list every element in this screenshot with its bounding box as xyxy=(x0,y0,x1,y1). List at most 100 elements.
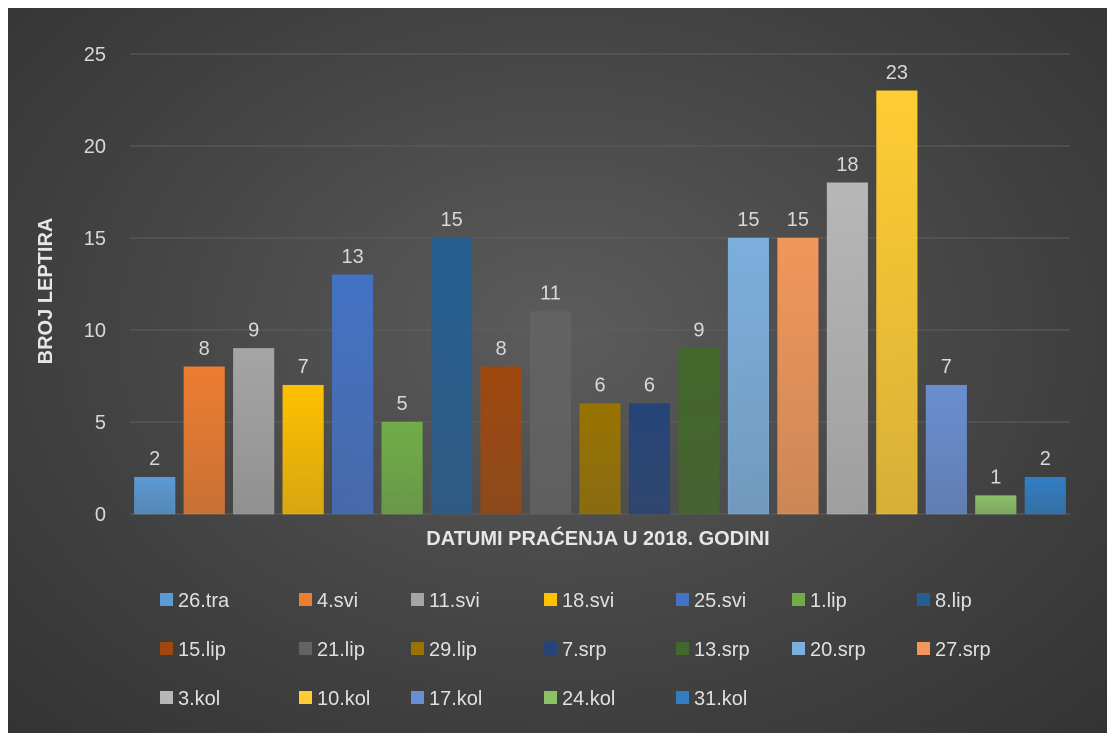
legend-label: 27.srp xyxy=(935,639,991,661)
legend-item: 26.tra xyxy=(160,590,230,612)
legend-label: 18.svi xyxy=(562,590,614,612)
data-label: 13 xyxy=(342,246,364,268)
legend-item: 3.kol xyxy=(160,688,220,710)
bar-29.lip xyxy=(579,403,621,515)
legend-swatch xyxy=(411,691,424,704)
legend-label: 10.kol xyxy=(317,688,370,710)
bar-1.lip xyxy=(381,421,423,515)
legend: 26.tra 4.svi 11.svi 18.svi 25.svi 1.lip 8.lip 1… xyxy=(160,590,991,710)
chart-frame: 0 5 10 15 20 25 2 8 9 7 13 5 15 8 11 6 6 9 15 15 18 23 7 1 2 BR… xyxy=(8,8,1107,733)
legend-item: 1.lip xyxy=(792,590,847,612)
data-label: 18 xyxy=(836,154,858,176)
legend-label: 11.svi xyxy=(429,590,480,612)
bar-4.svi xyxy=(183,366,225,515)
y-axis-ticks: 0 5 10 15 20 25 xyxy=(84,44,106,526)
x-axis-title: DATUMI PRAĆENJA U 2018. GODINI xyxy=(426,526,769,550)
data-label: 5 xyxy=(397,393,408,415)
bar-chart: 0 5 10 15 20 25 2 8 9 7 13 5 15 8 11 6 6 9 15 15 18 23 7 1 2 BR… xyxy=(35,44,1070,710)
legend-label: 15.lip xyxy=(178,639,226,661)
legend-item: 18.svi xyxy=(544,590,614,612)
data-labels: 2 8 9 7 13 5 15 8 11 6 6 9 15 15 18 23 7 1 2 xyxy=(149,62,1051,489)
data-label: 7 xyxy=(298,356,309,378)
legend-label: 26.tra xyxy=(178,590,230,612)
bar-26.tra xyxy=(134,476,176,515)
bar-7.srp xyxy=(628,403,671,515)
bar-11.svi xyxy=(233,348,275,515)
y-tick-label: 10 xyxy=(84,320,106,342)
legend-swatch xyxy=(544,691,557,704)
legend-swatch xyxy=(676,593,689,606)
bar-13.srp xyxy=(678,348,720,515)
legend-item: 11.svi xyxy=(411,590,480,612)
legend-swatch xyxy=(160,691,173,704)
legend-swatch xyxy=(544,593,557,606)
bar-21.lip xyxy=(529,311,572,515)
legend-swatch xyxy=(411,642,424,655)
data-label: 1 xyxy=(990,467,1001,489)
legend-label: 1.lip xyxy=(810,590,847,612)
legend-item: 24.kol xyxy=(544,688,615,710)
data-label: 9 xyxy=(248,319,259,341)
legend-item: 10.kol xyxy=(299,688,370,710)
bar-27.srp xyxy=(777,237,819,515)
bar-3.kol xyxy=(826,182,868,515)
legend-swatch xyxy=(544,642,557,655)
y-axis-title: BROJ LEPTIRA xyxy=(35,218,57,365)
legend-label: 24.kol xyxy=(562,688,615,710)
legend-item: 17.kol xyxy=(411,688,482,710)
data-label: 6 xyxy=(644,375,655,397)
data-label: 6 xyxy=(594,375,605,397)
legend-item: 8.lip xyxy=(917,590,972,612)
bar-17.kol xyxy=(925,384,967,515)
data-label: 11 xyxy=(540,283,561,305)
legend-swatch xyxy=(299,691,312,704)
bar-15.lip xyxy=(480,366,522,515)
legend-swatch xyxy=(676,642,689,655)
legend-item: 15.lip xyxy=(160,639,226,661)
legend-swatch xyxy=(160,642,173,655)
data-label: 7 xyxy=(941,356,952,378)
legend-label: 29.lip xyxy=(429,639,477,661)
legend-item: 25.svi xyxy=(676,590,746,612)
data-label: 8 xyxy=(495,338,506,360)
legend-item: 27.srp xyxy=(917,639,991,661)
data-label: 15 xyxy=(440,209,462,231)
legend-item: 21.lip xyxy=(299,639,365,661)
legend-swatch xyxy=(160,593,173,606)
legend-item: 4.svi xyxy=(299,590,358,612)
bar-18.svi xyxy=(282,384,324,515)
y-tick-label: 25 xyxy=(84,44,106,66)
legend-label: 20.srp xyxy=(810,639,866,661)
legend-label: 17.kol xyxy=(429,688,482,710)
data-label: 2 xyxy=(149,448,160,470)
legend-swatch xyxy=(299,642,312,655)
data-label: 23 xyxy=(886,62,908,84)
legend-item: 29.lip xyxy=(411,639,477,661)
bar-10.kol xyxy=(876,90,918,515)
legend-swatch xyxy=(299,593,312,606)
legend-swatch xyxy=(917,593,930,606)
legend-item: 31.kol xyxy=(676,688,747,710)
legend-label: 25.svi xyxy=(694,590,746,612)
legend-swatch xyxy=(917,642,930,655)
legend-swatch xyxy=(676,691,689,704)
y-tick-label: 5 xyxy=(95,412,106,434)
y-tick-label: 20 xyxy=(84,136,106,158)
legend-swatch xyxy=(792,593,805,606)
legend-label: 31.kol xyxy=(694,688,747,710)
legend-item: 13.srp xyxy=(676,639,750,661)
data-label: 15 xyxy=(787,209,809,231)
bar-24.kol xyxy=(975,495,1017,515)
y-tick-label: 15 xyxy=(84,228,106,250)
bar-20.srp xyxy=(727,237,769,515)
data-label: 9 xyxy=(693,319,704,341)
legend-item: 20.srp xyxy=(792,639,866,661)
legend-label: 13.srp xyxy=(694,639,750,661)
data-label: 2 xyxy=(1040,448,1051,470)
bars xyxy=(134,90,1066,515)
legend-label: 8.lip xyxy=(935,590,972,612)
legend-label: 3.kol xyxy=(178,688,220,710)
bar-31.kol xyxy=(1024,476,1066,515)
legend-swatch xyxy=(411,593,424,606)
legend-item: 7.srp xyxy=(544,639,606,661)
